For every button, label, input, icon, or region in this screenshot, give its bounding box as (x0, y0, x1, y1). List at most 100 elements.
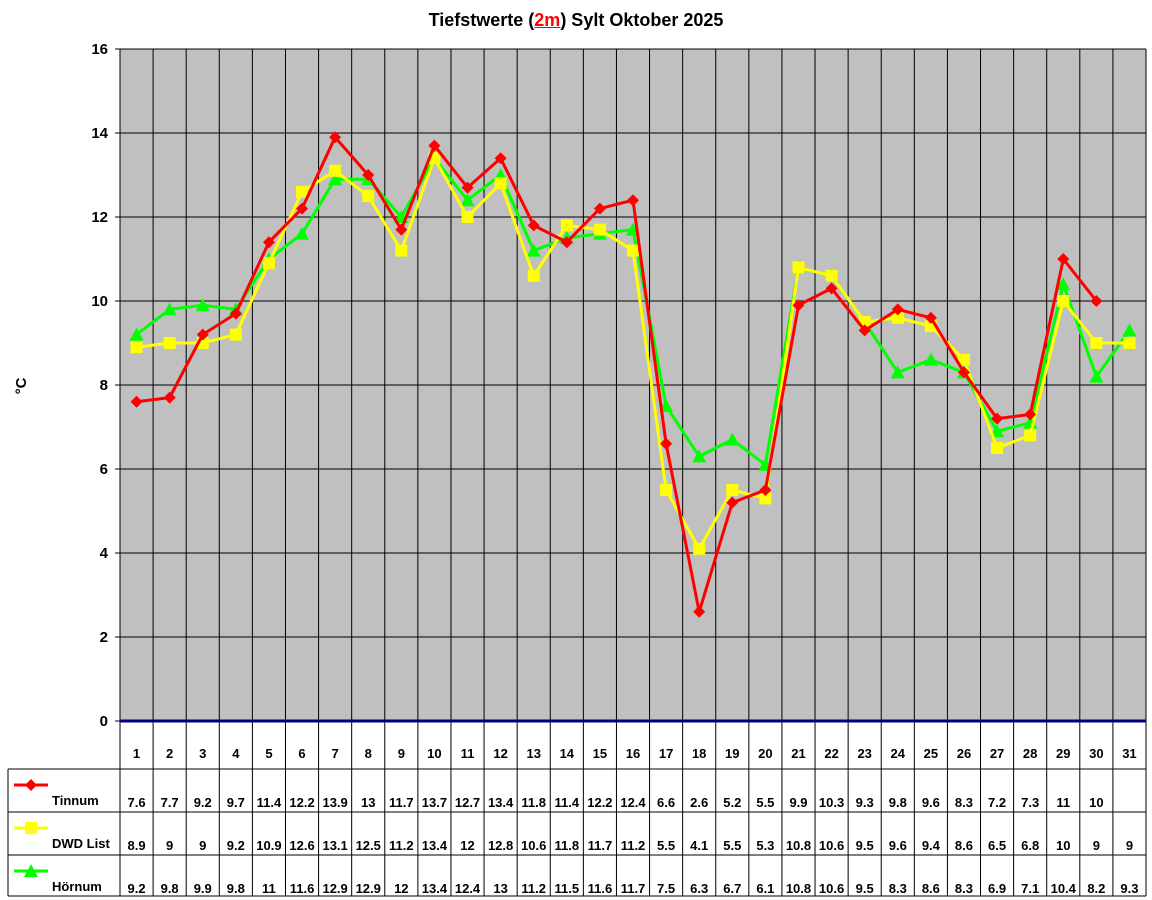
table-value: 12 (394, 881, 408, 896)
table-value: 12.7 (455, 795, 480, 810)
data-point (792, 261, 805, 274)
x-category-label: 22 (824, 746, 838, 761)
table-value: 7.6 (128, 795, 146, 810)
table-value: 4.1 (690, 838, 708, 853)
data-point (362, 169, 375, 181)
x-category-label: 15 (593, 746, 607, 761)
series-line (136, 135, 1098, 614)
legend-marker (25, 822, 37, 834)
y-axis-label: °C (13, 377, 30, 394)
table-value: 9.2 (227, 838, 245, 853)
x-category-label: 11 (461, 746, 475, 761)
legend-label: Hörnum (52, 879, 102, 894)
data-point (162, 302, 177, 316)
table-value: 6.6 (657, 795, 675, 810)
table-value: 11.7 (389, 795, 414, 810)
x-category-label: 1 (133, 746, 140, 761)
table-value: 9.4 (922, 838, 941, 853)
data-point (163, 391, 176, 404)
series-dwd-list (130, 152, 1136, 555)
y-tick-label: 10 (91, 293, 108, 310)
data-point (627, 194, 639, 207)
table-value: 10.6 (819, 838, 844, 853)
data-point (726, 484, 739, 496)
data-point (792, 299, 805, 312)
table-value: 12.2 (587, 795, 612, 810)
table-value: 12.9 (322, 881, 347, 896)
table-value: 11.7 (588, 838, 613, 853)
data-point (229, 307, 242, 320)
table-value: 8.6 (955, 838, 973, 853)
x-category-label: 30 (1089, 746, 1103, 761)
x-category-label: 8 (365, 746, 372, 761)
table-value: 5.2 (723, 795, 741, 810)
table-value: 8.3 (955, 881, 973, 896)
table-value: 9.9 (194, 881, 212, 896)
data-point (1024, 408, 1037, 421)
table-value: 12.4 (620, 795, 646, 810)
data-point (494, 177, 507, 190)
data-point (1057, 253, 1070, 265)
data-point (262, 236, 275, 249)
table-value: 12.2 (289, 795, 314, 810)
x-category-label: 13 (526, 746, 540, 761)
table-value: 9.9 (789, 795, 807, 810)
data-point (129, 327, 144, 341)
table-value: 8.9 (128, 838, 146, 853)
table-value: 8.2 (1087, 881, 1105, 896)
table-value: 12 (460, 838, 474, 853)
table-value: 9.8 (227, 881, 245, 896)
data-point (660, 437, 673, 450)
x-category-label: 21 (791, 746, 805, 761)
table-value: 5.3 (756, 838, 774, 853)
series-tinnum (130, 131, 1103, 618)
x-category-label: 25 (924, 746, 938, 761)
table-value: 11.6 (588, 881, 613, 896)
table-value: 11.8 (555, 838, 580, 853)
data-point (1024, 429, 1037, 442)
table-value: 7.3 (1021, 795, 1039, 810)
table-value: 13 (493, 881, 507, 896)
x-category-label: 23 (857, 746, 871, 761)
table-value: 12.8 (488, 838, 513, 853)
data-point (362, 190, 375, 202)
x-category-label: 7 (332, 746, 339, 761)
table-value: 9.6 (922, 795, 940, 810)
table-value: 12.4 (455, 881, 481, 896)
data-point (395, 244, 408, 257)
data-point (130, 341, 143, 354)
x-category-label: 3 (199, 746, 206, 761)
data-point (891, 311, 904, 324)
x-category-label: 31 (1122, 746, 1136, 761)
table-value: 6.7 (723, 881, 741, 896)
table-value: 11.7 (621, 881, 646, 896)
table-value: 9.8 (161, 881, 179, 896)
data-point (560, 236, 573, 249)
data-point (825, 269, 838, 282)
x-category-label: 14 (560, 746, 575, 761)
table-value: 6.5 (988, 838, 1006, 853)
table-value: 11.8 (521, 795, 546, 810)
table-value: 10 (1056, 838, 1070, 853)
table-value: 10.9 (256, 838, 281, 853)
table-value: 11 (1056, 795, 1070, 810)
data-point (593, 202, 606, 215)
legend-label: Tinnum (52, 793, 99, 808)
table-value: 13.4 (422, 838, 448, 853)
data-point (991, 412, 1004, 425)
data-point (991, 442, 1004, 454)
x-category-label: 10 (427, 746, 441, 761)
table-value: 10.8 (786, 838, 811, 853)
table-value: 8.6 (922, 881, 940, 896)
table-value: 11.4 (257, 795, 282, 810)
table-value: 8.3 (889, 881, 907, 896)
table-value: 7.7 (161, 795, 179, 810)
table-value: 9.3 (856, 795, 874, 810)
table-value: 12.9 (356, 881, 381, 896)
data-point (494, 152, 507, 165)
table-value: 9 (1093, 838, 1100, 853)
data-point (858, 324, 871, 337)
title-height-highlight: 2m (534, 10, 561, 30)
table-value: 13.4 (488, 795, 514, 810)
table-value: 10.3 (819, 795, 844, 810)
